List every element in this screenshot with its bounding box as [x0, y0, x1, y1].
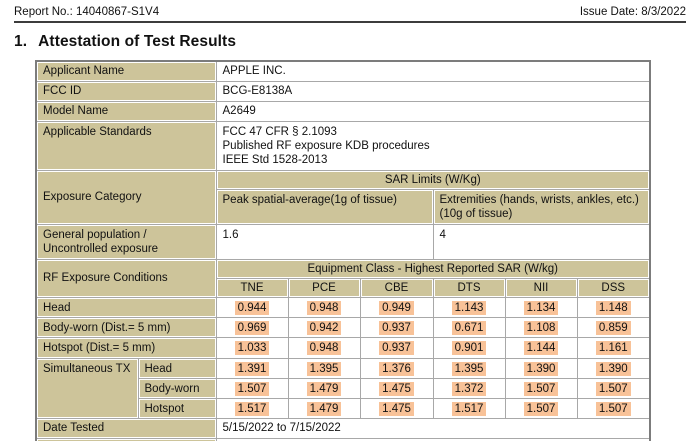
- sar-value: 1.143: [432, 297, 506, 319]
- date-tested-value: 5/15/2022 to 7/15/2022: [215, 418, 651, 439]
- sar-value: 1.475: [359, 378, 434, 400]
- applicant-name-label: Applicant Name: [35, 60, 217, 82]
- table-row: Applicable Standards FCC 47 CFR § 2.1093…: [35, 120, 651, 171]
- sar-value: 1.134: [504, 297, 578, 319]
- table-row: Hotspot (Dist.= 5 mm) 1.033 0.948 0.937 …: [35, 337, 651, 360]
- fcc-id-label: FCC ID: [35, 80, 217, 102]
- applicable-standards-label: Applicable Standards: [35, 120, 217, 171]
- applicant-name-value: APPLE INC.: [215, 60, 651, 82]
- section-number: 1.: [14, 33, 28, 50]
- sar-value: 0.901: [432, 337, 506, 360]
- model-name-label: Model Name: [35, 100, 217, 122]
- table-row: Date Tested 5/15/2022 to 7/15/2022: [35, 418, 651, 439]
- section-title-text: Attestation of Test Results: [38, 33, 237, 50]
- attestation-table: Applicant Name APPLE INC. FCC ID BCG-E81…: [35, 60, 651, 441]
- sar-limit-value-peak: 1.6: [215, 223, 434, 260]
- sar-value: 0.948: [287, 337, 361, 360]
- sar-limit-column-header-extremities: Extremities (hands, wrists, ankles, etc.…: [432, 188, 651, 225]
- table-row: RF Exposure Conditions Equipment Class -…: [35, 258, 651, 299]
- equipment-class-header: Equipment Class - Highest Reported SAR (…: [215, 258, 651, 280]
- sar-limit-value-extremities: 4: [432, 223, 651, 260]
- standard-line: Published RF exposure KDB procedures: [222, 139, 430, 152]
- sar-value: 1.372: [432, 378, 506, 400]
- column-header-cbe: CBE: [359, 277, 434, 299]
- table-row: General population / Uncontrolled exposu…: [35, 223, 651, 260]
- table-row: FCC ID BCG-E8138A: [35, 80, 651, 102]
- sar-value: 0.944: [215, 297, 289, 319]
- sar-value: 1.161: [576, 337, 651, 360]
- sar-value: 1.507: [576, 398, 651, 420]
- sar-value: 1.108: [504, 317, 578, 339]
- sar-value: 1.507: [504, 398, 578, 420]
- column-header-nii: NII: [504, 277, 578, 299]
- sar-value: 1.479: [287, 398, 361, 420]
- sar-value: 0.969: [215, 317, 289, 339]
- table-row: TNE PCE CBE DTS NII DSS: [36, 277, 651, 299]
- sar-value: 0.949: [359, 297, 434, 319]
- simultaneous-hotspot-label: Hotspot: [137, 398, 217, 420]
- table-row: Model Name A2649: [35, 100, 651, 122]
- table-row: Applicant Name APPLE INC.: [35, 60, 651, 82]
- sar-value: 1.390: [504, 358, 578, 380]
- sar-value: 1.395: [287, 358, 361, 380]
- sar-value: 1.390: [576, 358, 651, 380]
- simultaneous-body-worn-label: Body-worn: [137, 378, 217, 400]
- test-results-value: Pass: [215, 437, 651, 441]
- column-header-pce: PCE: [287, 277, 361, 299]
- table-row: Head 0.944 0.948 0.949 1.143 1.134 1.148: [35, 297, 651, 319]
- table-row: Simultaneous TX Head 1.391 1.395 1.376 1…: [35, 358, 651, 420]
- hotspot-row-label: Hotspot (Dist.= 5 mm): [35, 337, 217, 360]
- applicable-standards-value: FCC 47 CFR § 2.1093 Published RF exposur…: [215, 120, 651, 171]
- fcc-id-value: BCG-E8138A: [215, 80, 651, 102]
- exposure-category-label: Exposure Category: [35, 169, 217, 225]
- issue-date: Issue Date: 8/3/2022: [579, 6, 686, 18]
- sar-value: 1.144: [504, 337, 578, 360]
- sar-value: 0.948: [287, 297, 361, 319]
- sar-value: 1.475: [359, 398, 434, 420]
- standard-line: FCC 47 CFR § 2.1093: [222, 125, 337, 138]
- head-row-label: Head: [35, 297, 217, 319]
- simultaneous-tx-label: Simultaneous TX: [35, 358, 139, 420]
- sar-value: 1.507: [504, 378, 578, 400]
- body-worn-row-label: Body-worn (Dist.= 5 mm): [35, 317, 217, 339]
- date-tested-label: Date Tested: [35, 418, 217, 439]
- report-number: Report No.: 14040867-S1V4: [14, 6, 160, 18]
- sar-value: 1.517: [432, 398, 506, 420]
- column-header-dts: DTS: [432, 277, 506, 299]
- sar-value: 0.859: [576, 317, 651, 339]
- table-row: Body-worn (Dist.= 5 mm) 0.969 0.942 0.93…: [35, 317, 651, 339]
- section-title: 1. Attestation of Test Results: [14, 33, 686, 51]
- rf-exposure-conditions-label: RF Exposure Conditions: [35, 258, 217, 299]
- sar-value: 1.395: [432, 358, 506, 380]
- sar-value: 1.148: [576, 297, 651, 319]
- sar-value: 0.937: [359, 317, 434, 339]
- sar-limit-column-header-peak: Peak spatial-average(1g of tissue): [215, 188, 434, 225]
- sar-value: 1.391: [215, 358, 289, 380]
- sar-value: 0.942: [287, 317, 361, 339]
- sar-value: 1.517: [215, 398, 289, 420]
- model-name-value: A2649: [215, 100, 651, 122]
- sar-value: 0.671: [432, 317, 506, 339]
- sar-limits-header: SAR Limits (W/Kg): [215, 169, 651, 190]
- standard-line: IEEE Std 1528-2013: [222, 154, 328, 166]
- table-row: Exposure Category SAR Limits (W/Kg): [35, 169, 651, 225]
- sar-value: 1.507: [215, 378, 289, 400]
- table-row: Hotspot 1.517 1.479 1.475 1.517 1.507 1.…: [36, 398, 651, 420]
- sar-value: 1.033: [215, 337, 289, 360]
- sar-value: 1.479: [287, 378, 361, 400]
- sar-value: 0.937: [359, 337, 434, 360]
- simultaneous-head-label: Head: [137, 358, 217, 380]
- general-population-label: General population / Uncontrolled exposu…: [35, 223, 217, 260]
- column-header-tne: TNE: [215, 277, 289, 299]
- table-row: Test Results Pass: [35, 437, 651, 441]
- table-row: Peak spatial-average(1g of tissue) Extre…: [36, 188, 651, 225]
- column-header-dss: DSS: [576, 277, 651, 299]
- document-header: Report No.: 14040867-S1V4 Issue Date: 8/…: [14, 0, 686, 23]
- sar-value: 1.376: [359, 358, 434, 380]
- sar-value: 1.507: [576, 378, 651, 400]
